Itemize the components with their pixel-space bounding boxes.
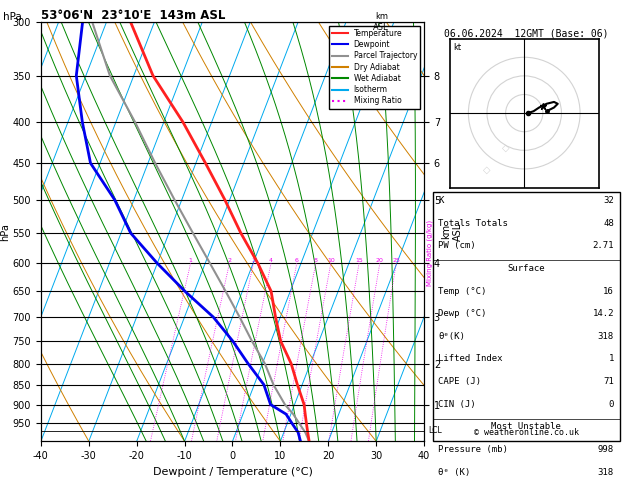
- Text: Totals Totals: Totals Totals: [438, 219, 508, 227]
- Text: ◇: ◇: [502, 142, 509, 152]
- Text: Mixing Ratio (g/kg): Mixing Ratio (g/kg): [426, 220, 433, 286]
- Y-axis label: km
ASL: km ASL: [442, 223, 463, 241]
- Text: 25: 25: [392, 259, 400, 263]
- Text: θᵉ (K): θᵉ (K): [438, 468, 470, 477]
- X-axis label: Dewpoint / Temperature (°C): Dewpoint / Temperature (°C): [153, 467, 313, 477]
- Text: 1: 1: [609, 354, 614, 364]
- Text: 48: 48: [603, 219, 614, 227]
- Text: 318: 318: [598, 332, 614, 341]
- Text: θᵉ(K): θᵉ(K): [438, 332, 465, 341]
- Text: 998: 998: [598, 445, 614, 454]
- Text: kt: kt: [453, 43, 461, 52]
- Text: 15: 15: [355, 259, 363, 263]
- Text: 1: 1: [189, 259, 192, 263]
- Text: 8: 8: [314, 259, 318, 263]
- Text: PW (cm): PW (cm): [438, 241, 476, 250]
- Text: Lifted Index: Lifted Index: [438, 354, 503, 364]
- Text: Dewp (°C): Dewp (°C): [438, 309, 487, 318]
- Text: 14.2: 14.2: [593, 309, 614, 318]
- Text: LCL: LCL: [428, 426, 442, 435]
- Text: 2: 2: [227, 259, 231, 263]
- Text: 71: 71: [603, 377, 614, 386]
- Text: K: K: [438, 196, 443, 205]
- Text: Surface: Surface: [508, 264, 545, 273]
- Text: 16: 16: [603, 287, 614, 295]
- Legend: Temperature, Dewpoint, Parcel Trajectory, Dry Adiabat, Wet Adiabat, Isotherm, Mi: Temperature, Dewpoint, Parcel Trajectory…: [329, 26, 420, 108]
- Text: 06.06.2024  12GMT (Base: 06): 06.06.2024 12GMT (Base: 06): [444, 28, 608, 38]
- Text: 318: 318: [598, 468, 614, 477]
- Text: ◇: ◇: [483, 165, 491, 174]
- Text: 4: 4: [269, 259, 273, 263]
- Text: CAPE (J): CAPE (J): [438, 377, 481, 386]
- Text: 6: 6: [295, 259, 299, 263]
- Text: 2.71: 2.71: [593, 241, 614, 250]
- Text: 32: 32: [603, 196, 614, 205]
- Y-axis label: hPa: hPa: [0, 223, 10, 241]
- Bar: [433, 192, 620, 441]
- Text: CIN (J): CIN (J): [438, 400, 476, 409]
- Text: 20: 20: [376, 259, 384, 263]
- Text: 10: 10: [327, 259, 335, 263]
- Text: Temp (°C): Temp (°C): [438, 287, 487, 295]
- Text: © weatheronline.co.uk: © weatheronline.co.uk: [474, 428, 579, 437]
- Text: Most Unstable: Most Unstable: [491, 422, 561, 432]
- Text: km
ASL: km ASL: [373, 12, 389, 32]
- Text: 53°06'N  23°10'E  143m ASL: 53°06'N 23°10'E 143m ASL: [41, 9, 225, 22]
- Text: 0: 0: [609, 400, 614, 409]
- Text: 3: 3: [252, 259, 255, 263]
- Text: hPa: hPa: [3, 12, 22, 22]
- Text: Pressure (mb): Pressure (mb): [438, 445, 508, 454]
